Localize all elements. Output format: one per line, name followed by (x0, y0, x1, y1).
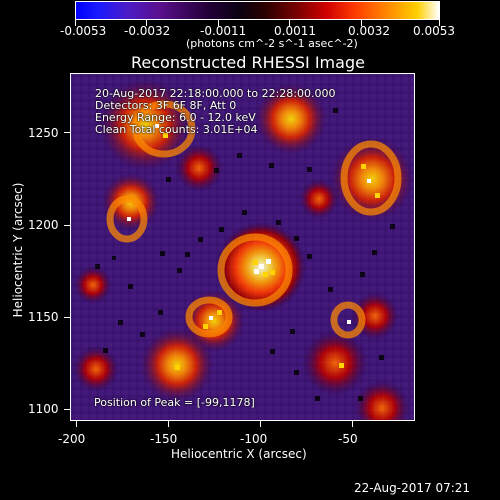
reconstructed-image (71, 74, 414, 420)
pixel-grid-overlay (71, 74, 414, 420)
colorbar-tick (289, 20, 290, 26)
energy-range-info: Energy Range: 6.0 - 12.0 keV (95, 111, 256, 124)
colorbar-tick-label: 0.0053 (413, 24, 455, 38)
y-axis-label: Heliocentric Y (arcsec) (11, 182, 25, 318)
x-axis-tick (76, 421, 77, 427)
x-axis-tick (352, 421, 353, 427)
colorbar-tick (361, 20, 362, 26)
x-axis-tick-label: -50 (338, 432, 358, 446)
colorbar-tick (218, 20, 219, 26)
y-axis-tick-label: 1100 (28, 402, 59, 416)
x-axis-tick-label: -200 (58, 432, 86, 446)
y-axis-tick-label: 1150 (28, 310, 59, 324)
observation-time-range: 20-Aug-2017 22:18:00.000 to 22:28:00.000 (95, 87, 336, 100)
x-axis-tick (260, 421, 261, 427)
x-axis-tick (168, 421, 169, 427)
y-axis-tick-label: 1200 (28, 218, 59, 232)
colorbar-tick-label: 0.0032 (348, 24, 390, 38)
y-axis-tick-label: 1250 (28, 126, 59, 140)
x-axis-tick-label: -100 (240, 432, 268, 446)
colorbar-tick-label: -0.0053 (60, 24, 107, 38)
clean-total-counts: Clean Total counts: 3.01E+04 (95, 123, 258, 136)
colorbar-tick (75, 20, 76, 26)
plot-title: Reconstructed RHESSI Image (131, 53, 365, 72)
y-axis-tick (64, 225, 70, 226)
detectors-info: Detectors: 3F 6F 8F, Att 0 (95, 99, 237, 112)
colorbar-tick-label: 0.0011 (274, 24, 316, 38)
colorbar-unit-label: (photons cm^-2 s^-1 asec^-2) (186, 37, 358, 50)
y-axis-tick (64, 317, 70, 318)
peak-position-label: Position of Peak = [-99,1178] (94, 396, 255, 409)
y-axis-tick (64, 409, 70, 410)
x-axis-tick-label: -150 (150, 432, 178, 446)
render-timestamp: 22-Aug-2017 07:21 (354, 481, 471, 495)
colorbar-tick (146, 20, 147, 26)
x-axis-label: Heliocentric X (arcsec) (171, 447, 307, 461)
colorbar-tick-label: -0.0011 (200, 24, 247, 38)
y-axis-tick (64, 132, 70, 133)
reconstructed-image-panel (70, 73, 415, 421)
colorbar-tick-label: -0.0032 (124, 24, 171, 38)
colorbar-tick (439, 20, 440, 26)
colorbar (75, 1, 440, 20)
